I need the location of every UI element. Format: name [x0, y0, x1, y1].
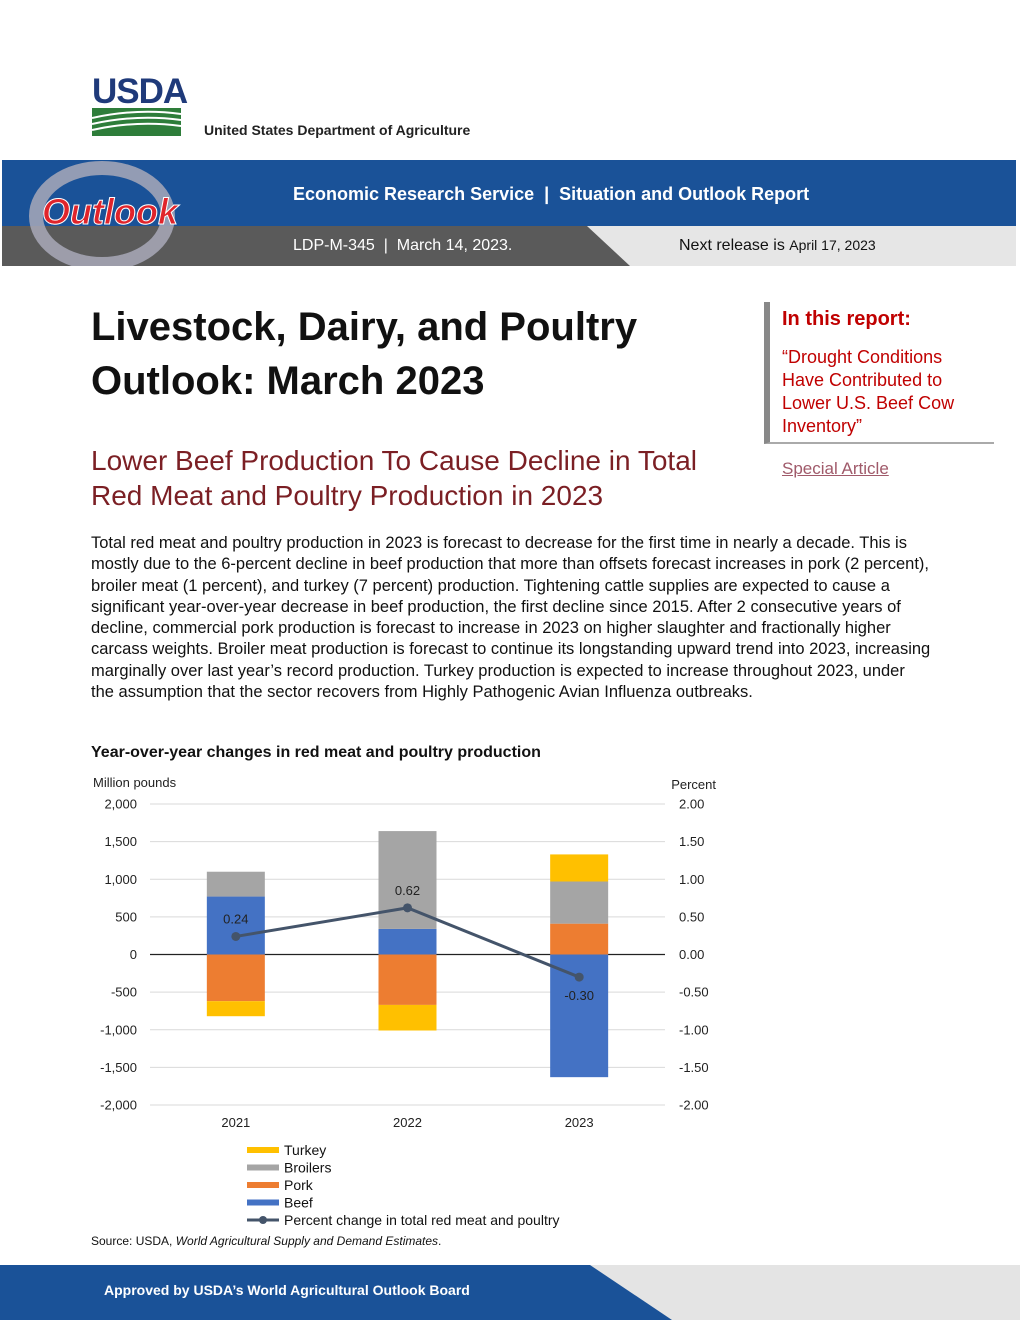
source-suffix: . — [438, 1234, 442, 1248]
y-tick-label-left: -1,000 — [100, 1022, 137, 1037]
y-tick-label-left: 2,000 — [104, 797, 137, 812]
x-tick-label: 2021 — [221, 1115, 250, 1130]
y-tick-label-left: -1,500 — [100, 1060, 137, 1075]
report-title: Livestock, Dairy, and Poultry Outlook: M… — [91, 305, 638, 403]
department-name: United States Department of Agriculture — [204, 122, 471, 138]
legend-swatch-pork — [247, 1182, 279, 1188]
chart-title: Year-over-year changes in red meat and p… — [91, 744, 541, 761]
bar-turkey-2023 — [550, 854, 609, 882]
y-tick-label-right: -1.50 — [679, 1060, 709, 1075]
y-axis-label-right: Percent — [671, 777, 716, 792]
percent-change-data-label: -0.30 — [564, 988, 594, 1003]
legend-swatch-marker — [259, 1216, 267, 1224]
percent-change-point — [574, 972, 584, 982]
bar-beef-2022 — [378, 928, 437, 955]
next-release-date: April 17, 2023 — [789, 237, 876, 253]
y-tick-label-right: 2.00 — [679, 797, 704, 812]
usda-logo-field-icon — [92, 108, 181, 136]
legend-swatch-beef — [247, 1199, 279, 1206]
percent-change-point — [231, 931, 241, 941]
usda-logo-text: USDA — [92, 72, 188, 111]
special-article-link[interactable]: Special Article — [782, 459, 889, 478]
legend-label: Turkey — [284, 1142, 326, 1158]
bar-turkey-2021 — [206, 1001, 265, 1017]
chart-source: Source: USDA, World Agricultural Supply … — [91, 1234, 441, 1248]
y-tick-label-left: 1,500 — [104, 834, 137, 849]
y-tick-label-left: 1,000 — [104, 872, 137, 887]
y-axis-label-left: Million pounds — [93, 775, 177, 790]
y-tick-label-right: 1.50 — [679, 834, 704, 849]
legend-label: Beef — [284, 1195, 313, 1211]
y-tick-label-right: 1.00 — [679, 872, 704, 887]
next-release: Next release is April 17, 2023 — [679, 237, 876, 255]
legend-label: Pork — [284, 1177, 314, 1193]
percent-change-data-label: 0.24 — [223, 911, 248, 926]
footer-text: Approved by USDA’s World Agricultural Ou… — [104, 1282, 470, 1298]
footer-blue — [0, 1265, 672, 1320]
bar-turkey-2022 — [378, 1004, 437, 1031]
x-tick-label: 2022 — [393, 1115, 422, 1130]
sidebar-box — [764, 302, 994, 444]
x-tick-label: 2023 — [565, 1115, 594, 1130]
y-tick-label-right: -2.00 — [679, 1098, 709, 1113]
report-id-date: LDP-M-345 | March 14, 2023. — [293, 237, 513, 254]
y-tick-label-left: 0 — [130, 947, 137, 962]
source-italic: World Agricultural Supply and Demand Est… — [175, 1234, 439, 1248]
y-tick-label-right: -1.00 — [679, 1022, 709, 1037]
percent-change-point — [403, 903, 412, 913]
y-tick-label-right: -0.50 — [679, 985, 709, 1000]
bar-broilers-2023 — [550, 881, 609, 924]
y-tick-label-left: -2,000 — [100, 1098, 137, 1113]
legend-swatch-broilers — [247, 1164, 279, 1171]
source-prefix: Source: USDA, — [91, 1234, 176, 1248]
y-tick-label-left: 500 — [115, 909, 137, 924]
report-subtitle: Lower Beef Production To Cause Decline i… — [91, 445, 697, 511]
outlook-logo-text: Outlook — [42, 191, 180, 232]
outlook-logo-icon: Outlook — [29, 161, 180, 266]
bar-pork-2023 — [550, 923, 609, 955]
next-release-label: Next release is — [679, 237, 785, 254]
bar-beef-2023 — [550, 954, 609, 1078]
y-tick-label-right: 0.50 — [679, 909, 704, 924]
percent-change-line — [235, 906, 580, 979]
y-tick-label-left: -500 — [111, 985, 137, 1000]
legend-label: Broilers — [284, 1160, 331, 1176]
sidebar-heading: In this report: — [782, 308, 911, 330]
bar-broilers-2021 — [206, 871, 265, 897]
bar-broilers-2022 — [378, 831, 437, 929]
percent-change-data-label: 0.62 — [395, 883, 420, 898]
legend-label: Percent change in total red meat and pou… — [284, 1212, 560, 1228]
y-tick-label-right: 0.00 — [679, 947, 704, 962]
legend-swatch-turkey — [247, 1147, 279, 1153]
sidebar-quote: “Drought Conditions Have Contributed to … — [782, 347, 955, 436]
bar-pork-2022 — [378, 954, 437, 1005]
agency-line: Economic Research Service | Situation an… — [293, 184, 810, 204]
bar-beef-2021 — [206, 896, 265, 955]
bar-pork-2021 — [206, 954, 265, 1002]
body-paragraph: Total red meat and poultry production in… — [91, 534, 931, 702]
